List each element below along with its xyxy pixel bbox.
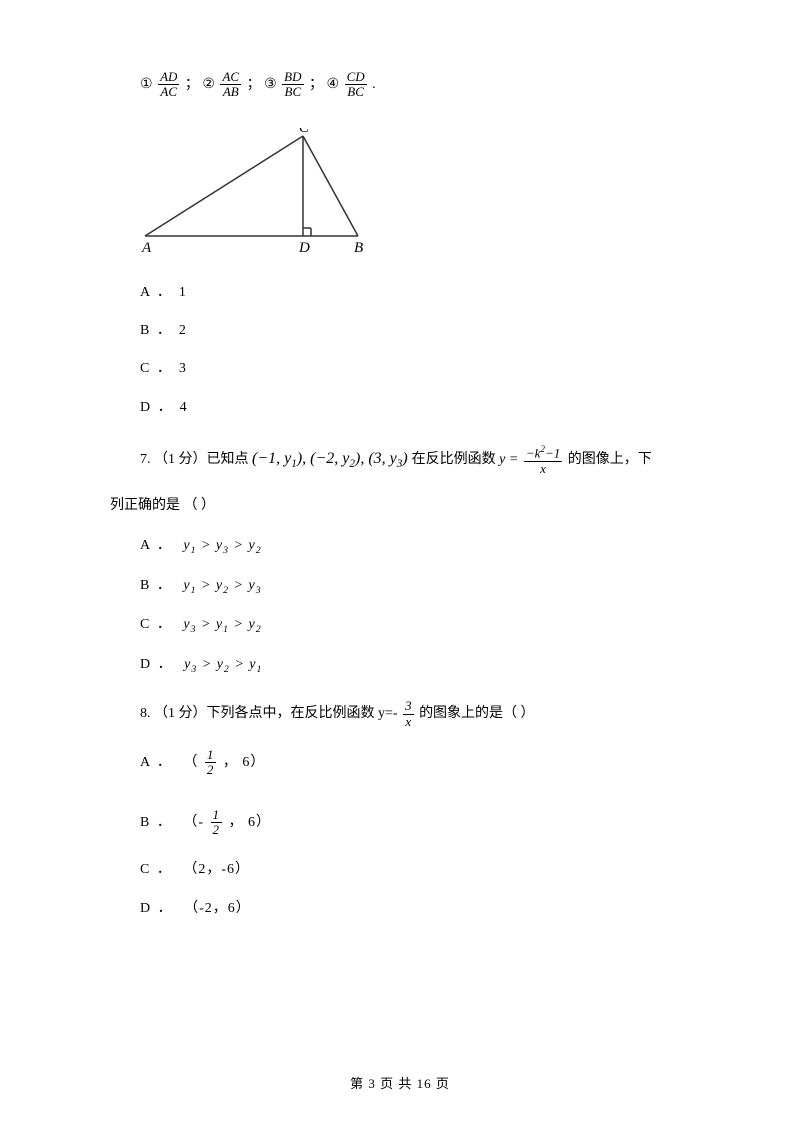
circ-1: ① (140, 74, 153, 96)
q7-func: y = −k2−1 x (499, 452, 568, 467)
sep-1: ； (185, 77, 199, 92)
frac-1: AD AC (158, 70, 179, 100)
q7-opt-d: D ． y3 > y2 > y1 (140, 654, 700, 677)
ratio-line: ① AD AC ； ② AC AB ； ③ BD BC ； ④ CD BC . (140, 70, 700, 100)
q7-opt-c: C ． y3 > y1 > y2 (140, 614, 700, 637)
frac-2: AC AB (220, 70, 241, 100)
q6-opt-d: D ．4 (140, 397, 700, 419)
q8-a-frac: 1 2 (205, 748, 217, 778)
q7-post: 的图像上，下 (568, 452, 652, 467)
svg-text:B: B (354, 240, 363, 256)
page-footer: 第 3 页 共 16 页 (0, 1073, 800, 1092)
q7-c-math: y3 > y1 > y2 (183, 617, 261, 632)
ratio-tail: . (372, 77, 376, 92)
svg-text:D: D (298, 240, 310, 256)
q6-opt-c: C ．3 (140, 358, 700, 380)
q7-opt-b: B ． y1 > y2 > y3 (140, 575, 700, 598)
q8-opt-d: D ． （-2，6） (140, 898, 700, 920)
q8-opt-a: A ． （ 1 2 ， 6） (140, 748, 700, 778)
q8-pre: 8. （1 分）下列各点中，在反比例函数 y=- (140, 706, 401, 721)
circ-3: ③ (264, 74, 277, 96)
circ-2: ② (202, 74, 215, 96)
triangle-svg: A B C D (140, 128, 370, 258)
q7-pre: 7. （1 分）已知点 (140, 452, 252, 467)
q7-stem: 7. （1 分）已知点 (−1, y1), (−2, y2), (3, y3) … (140, 441, 700, 477)
q8-opt-c: C ． （2，-6） (140, 859, 700, 881)
q7-a-math: y1 > y3 > y2 (183, 538, 261, 553)
triangle-diagram: A B C D (140, 128, 370, 258)
q7-d-math: y3 > y2 > y1 (184, 657, 262, 672)
svg-text:C: C (299, 128, 310, 136)
q7-b-math: y1 > y2 > y3 (183, 578, 261, 593)
svg-text:A: A (141, 240, 152, 256)
sep-2: ； (247, 77, 261, 92)
sep-3: ； (309, 77, 323, 92)
q7-opt-a: A ． y1 > y3 > y2 (140, 535, 700, 558)
q8-stem: 8. （1 分）下列各点中，在反比例函数 y=- 3 x 的图象上的是（ ） (140, 699, 700, 730)
q8-b-frac: 1 2 (211, 808, 223, 838)
q6-opt-b: B ．2 (140, 320, 700, 342)
q7-points: (−1, y1), (−2, y2), (3, y3) (252, 450, 412, 467)
q7-mid: 在反比例函数 (412, 452, 500, 467)
q8-opt-b: B ． （- 1 2 ， 6） (140, 808, 700, 838)
q8-post: 的图象上的是（ ） (419, 706, 535, 721)
frac-4: CD BC (345, 70, 367, 100)
q6-opt-a: A ．1 (140, 282, 700, 304)
q8-frac: 3 x (403, 699, 414, 729)
q7-cont: 列正确的是 （ ） (110, 495, 700, 517)
circ-4: ④ (327, 74, 340, 96)
frac-3: BD BC (282, 70, 303, 100)
